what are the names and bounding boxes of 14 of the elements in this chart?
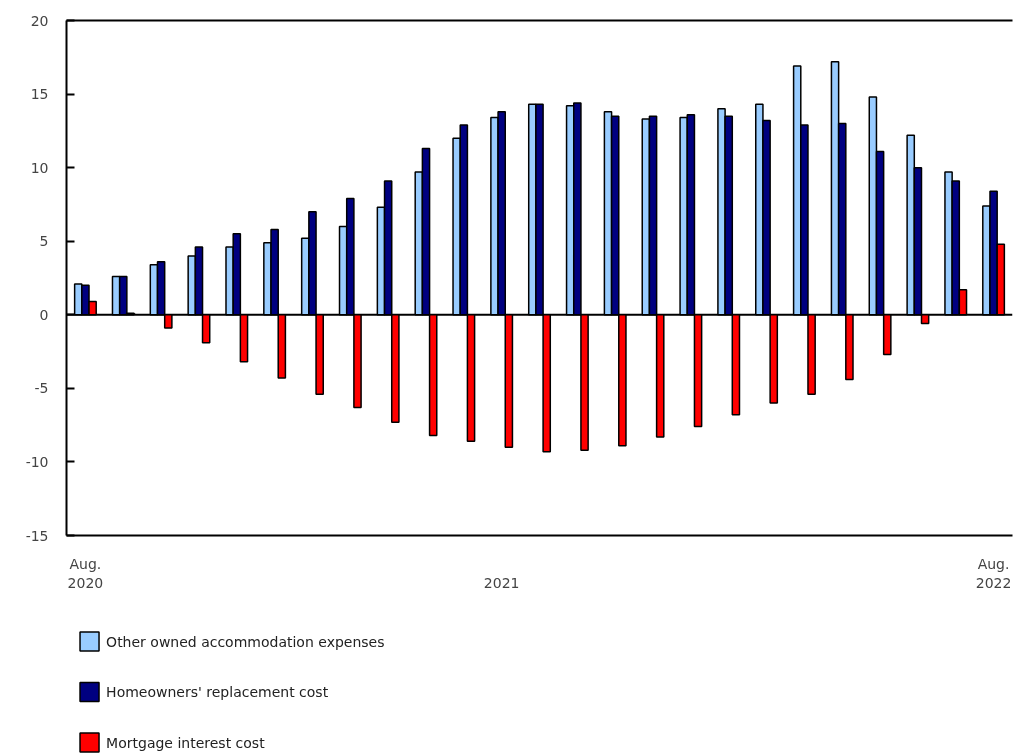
y-tick-label: -10 (25, 453, 49, 470)
legend-label: Homeowners' replacement cost (106, 684, 329, 700)
x-tick-label: Aug. 2020 (67, 555, 104, 591)
x-tick-label: 2021 (483, 574, 520, 591)
x-tick-label: Aug. 2022 (975, 555, 1012, 591)
y-tick-label: 15 (30, 86, 49, 103)
legend-label: Other owned accommodation expenses (106, 633, 385, 650)
y-tick-label: 5 (39, 233, 49, 250)
y-tick-label: -5 (34, 380, 49, 397)
y-tick-label: 0 (39, 306, 49, 323)
y-tick-label: -15 (25, 527, 49, 544)
y-tick-label: 10 (30, 159, 49, 176)
y-tick-label: 20 (30, 12, 49, 29)
legend-label: Mortgage interest cost (106, 734, 266, 751)
